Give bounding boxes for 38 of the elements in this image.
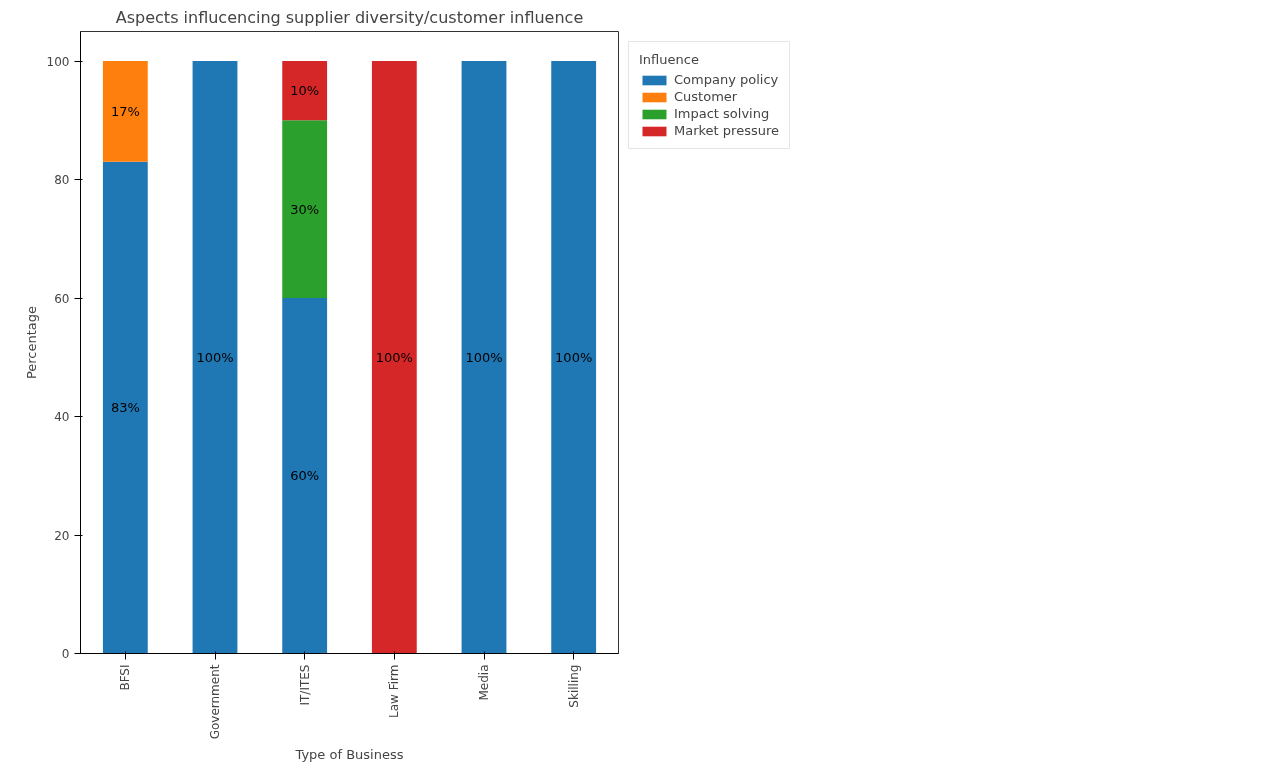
- legend-label: Company policy: [674, 72, 779, 87]
- y-tick-label: 60: [54, 291, 70, 306]
- x-tick-label: Government: [208, 664, 222, 740]
- data-label: 10%: [290, 83, 320, 99]
- x-tick-label: BFSI: [118, 664, 133, 691]
- y-tick-label: 80: [54, 173, 70, 188]
- bar: [371, 61, 417, 654]
- data-label: 17%: [110, 103, 140, 119]
- bar: [282, 61, 328, 121]
- legend-title: Influence: [639, 52, 700, 67]
- legend-label: Market pressure: [674, 123, 779, 138]
- y-tick-label: 40: [54, 410, 70, 425]
- bar: [282, 298, 328, 654]
- bar: [282, 120, 328, 299]
- data-label: 30%: [290, 201, 320, 217]
- data-label: 100%: [465, 349, 503, 365]
- y-tick-label: 100: [46, 54, 70, 69]
- bar: [461, 61, 507, 654]
- bar: [102, 161, 148, 654]
- legend-label: Customer: [674, 89, 738, 104]
- x-axis-title: Type of Business: [294, 747, 404, 763]
- x-tick-label: IT/ITES: [297, 664, 312, 706]
- bar: [551, 61, 597, 654]
- bar: [192, 61, 238, 654]
- y-axis-title: Percentage: [23, 305, 39, 380]
- x-tick-label: Law Firm: [387, 664, 402, 718]
- data-label: 100%: [555, 349, 593, 365]
- x-tick-label: Skilling: [566, 664, 581, 708]
- y-tick-label: 0: [61, 647, 70, 661]
- x-tick-label: Media: [477, 664, 491, 701]
- data-label: 83%: [110, 400, 140, 416]
- data-label: 100%: [196, 349, 234, 365]
- data-label: 100%: [375, 349, 413, 365]
- y-tick-label: 20: [54, 528, 70, 543]
- data-label: 60%: [290, 468, 320, 484]
- bar: [102, 61, 148, 162]
- chart-title: Aspects influcencing supplier diversity/customer influence: [115, 7, 584, 27]
- legend-label: Impact solving: [674, 106, 770, 121]
